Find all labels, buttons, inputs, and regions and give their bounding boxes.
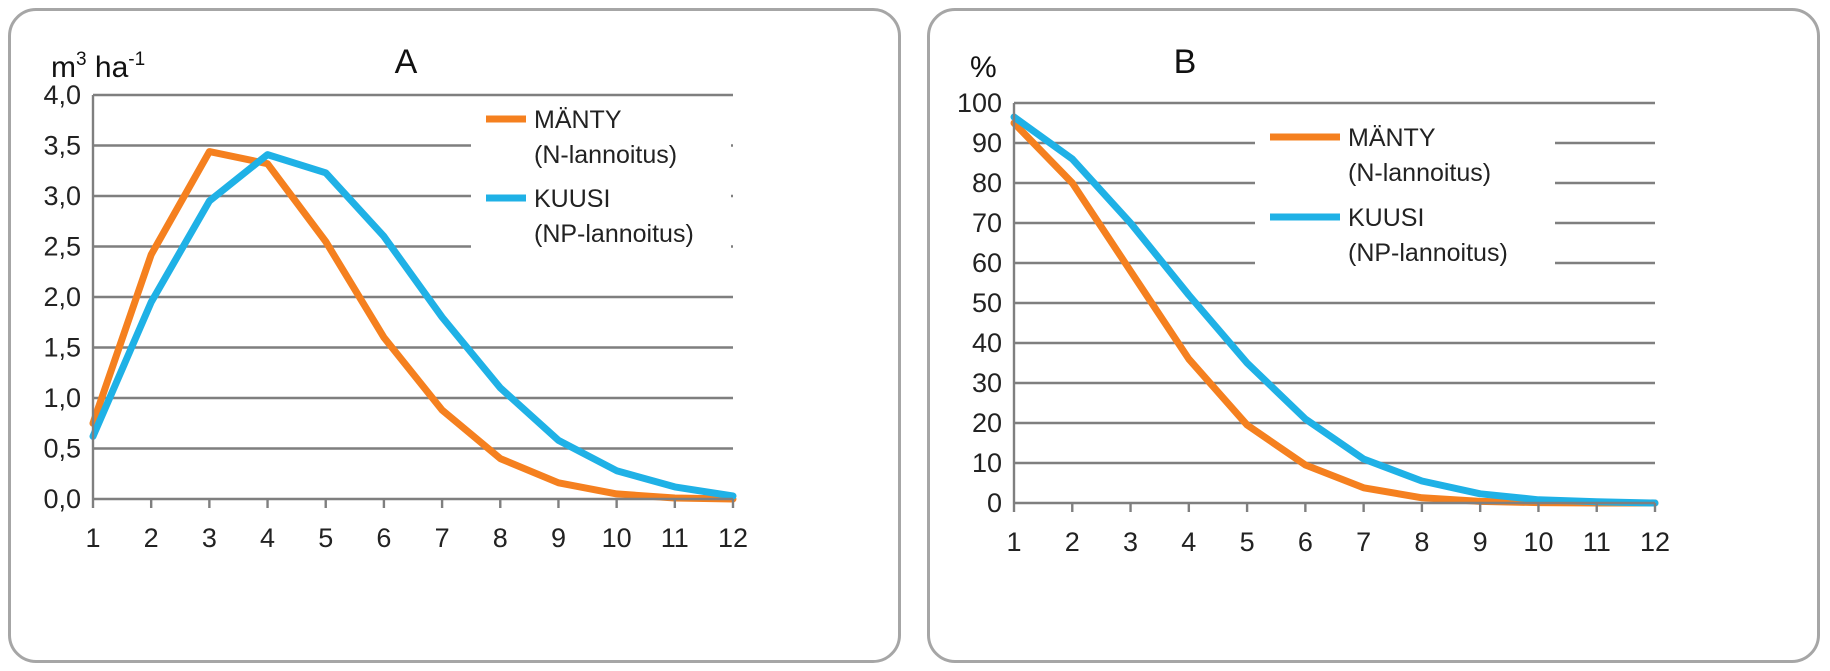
chart-a-ytick-label: 2,5 xyxy=(43,232,81,262)
chart-a-ytick-label: 3,5 xyxy=(43,131,81,161)
chart-b-ytick-label: 100 xyxy=(957,88,1002,118)
chart-b-xtick-label: 1 xyxy=(1006,527,1021,557)
chart-b-ytick-label: 80 xyxy=(972,168,1002,198)
legend-label-kuusi: KUUSI xyxy=(534,185,610,213)
chart-a-svg: 0,00,51,01,52,02,53,03,54,01 2 3 4 5 6 7 8 9 10 11… xyxy=(43,43,748,553)
legend-label-manty-sub: (N-lannoitus) xyxy=(534,141,677,169)
chart-panel-a: 0,0 0,5 1,0 1,5 2,0 2,5 3,0 3,5 4,0 1 2 3 4 5 6 7 8 9 10 11… xyxy=(8,8,901,663)
chart-b-xtick-label: 7 xyxy=(1356,527,1371,557)
chart-a-title: A xyxy=(395,43,418,81)
chart-b-xtick-label: 9 xyxy=(1473,527,1488,557)
chart-b-xtick-label: 5 xyxy=(1240,527,1255,557)
chart-b-ytick-label: 60 xyxy=(972,248,1002,278)
chart-a-xtick-label: 12 xyxy=(718,523,748,553)
legend-label-kuusi-sub: (NP-lannoitus) xyxy=(1348,239,1508,267)
legend-label-manty: MÄNTY xyxy=(1348,124,1436,152)
chart-a-series-kuusi-line xyxy=(89,151,737,500)
chart-a-xtick-label: 4 xyxy=(260,523,275,553)
chart-a-xtick-label: 1 xyxy=(85,523,100,553)
chart-b-xtick-label: 10 xyxy=(1523,527,1553,557)
chart-b-xtick-label: 8 xyxy=(1414,527,1429,557)
chart-a-xtick-label: 8 xyxy=(493,523,508,553)
chart-a-xtick-label: 7 xyxy=(435,523,450,553)
chart-a-ytick-label: 2,0 xyxy=(43,282,81,312)
chart-a-xtick-label: 3 xyxy=(202,523,217,553)
legend-label-manty: MÄNTY xyxy=(534,106,622,134)
chart-b-legend: MÄNTY (N-lannoitus) KUUSI (NP-lannoitus) xyxy=(1255,121,1555,276)
chart-b-ytick-label: 70 xyxy=(972,208,1002,238)
chart-b-ytick-label: 50 xyxy=(972,288,1002,318)
chart-b-ytick-label: 90 xyxy=(972,128,1002,158)
chart-b-ytick-label: 10 xyxy=(972,448,1002,478)
chart-a-ytick-label: 3,0 xyxy=(43,181,81,211)
chart-a-ytick-label: 0,0 xyxy=(43,484,81,514)
chart-b-ytick-label: 0 xyxy=(987,488,1002,518)
chart-b-ytick-label: 30 xyxy=(972,368,1002,398)
chart-b-ylabel: % xyxy=(970,51,997,84)
chart-a-ytick-label: 1,5 xyxy=(43,333,81,363)
chart-panel-b: 0 10 20 30 40 50 60 70 80 90 100 1 2 3 4 5 6 7 8 9 10 11 12 B … xyxy=(927,8,1820,663)
chart-a-xtick-label: 6 xyxy=(376,523,391,553)
chart-a-xtick-label: 5 xyxy=(318,523,333,553)
chart-b-ytick-label: 40 xyxy=(972,328,1002,358)
chart-b-series-kuusi-line xyxy=(1010,113,1659,507)
chart-a-xtick-label: 9 xyxy=(551,523,566,553)
legend-label-kuusi-sub: (NP-lannoitus) xyxy=(534,220,694,248)
legend-label-manty-sub: (N-lannoitus) xyxy=(1348,159,1491,187)
legend-label-kuusi: KUUSI xyxy=(1348,204,1424,232)
chart-a-ytick-label: 1,0 xyxy=(43,383,81,413)
chart-a-xtick-label: 11 xyxy=(661,523,689,553)
chart-b-xtick-label: 2 xyxy=(1065,527,1080,557)
chart-a-legend: MÄNTY (N-lannoitus) KUUSI (NP-lannoitus) xyxy=(471,105,731,255)
chart-b-xtick-label: 11 xyxy=(1583,527,1611,557)
chart-a-series-manty-line xyxy=(89,148,737,503)
chart-b-xtick-label: 12 xyxy=(1640,527,1670,557)
chart-b-title: B xyxy=(1174,43,1197,81)
chart-b-xtick-label: 6 xyxy=(1298,527,1313,557)
chart-a-ytick-label: 4,0 xyxy=(43,80,81,110)
chart-a-xtick-label: 10 xyxy=(602,523,632,553)
chart-a-ylabel: m3 ha-1 xyxy=(51,49,145,84)
chart-b-xtick-label: 4 xyxy=(1181,527,1196,557)
chart-b-xtick-label: 3 xyxy=(1123,527,1138,557)
chart-a-xtick-label: 2 xyxy=(144,523,159,553)
chart-b-ytick-label: 20 xyxy=(972,408,1002,438)
chart-a-ytick-label: 0,5 xyxy=(43,434,81,464)
